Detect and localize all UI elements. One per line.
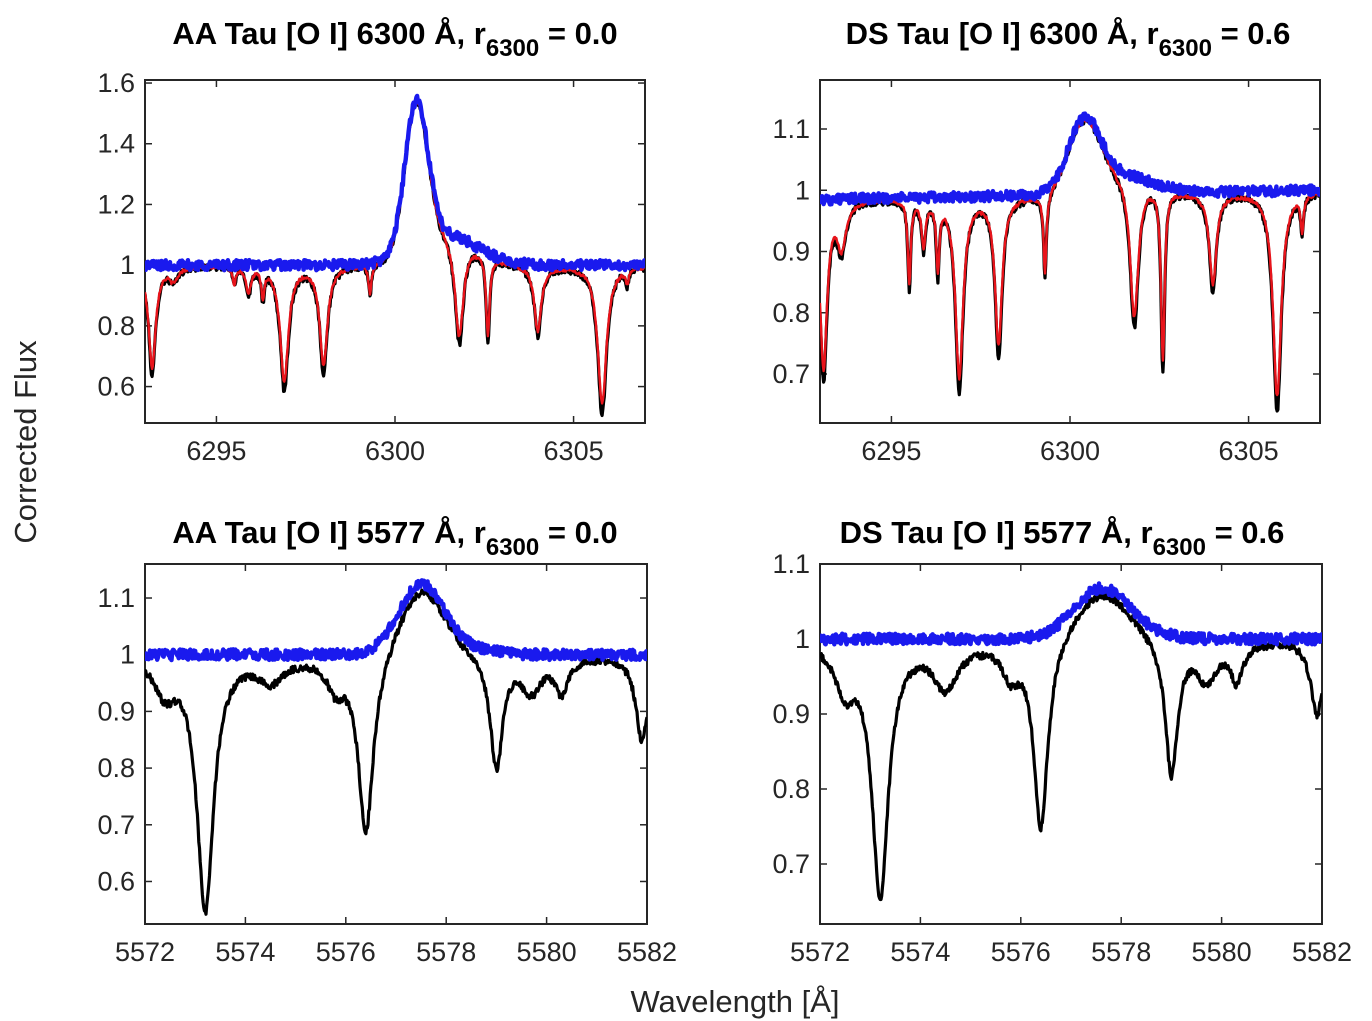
x-tick-label: 5572	[790, 937, 850, 967]
series-line-black	[145, 588, 647, 916]
series-line-black	[820, 591, 1322, 902]
series-line-black	[145, 98, 645, 418]
x-tick-label: 5578	[1091, 937, 1151, 967]
y-tick-label: 1.1	[772, 114, 810, 144]
y-tick-label: 0.8	[772, 774, 810, 804]
y-tick-label: 0.8	[772, 298, 810, 328]
axes-frame	[144, 563, 648, 925]
y-tick-label: 1	[795, 175, 810, 205]
panel-ds-tau-5577: DS Tau [O I] 5577 Å, r6300 = 0.6 5572 557…	[772, 515, 1352, 967]
y-tick-label: 1.1	[772, 549, 810, 579]
series-line-red	[145, 99, 645, 405]
y-tick-label: 0.8	[97, 753, 135, 783]
y-tick-label: 0.9	[97, 696, 135, 726]
x-tick-label: 5576	[316, 937, 376, 967]
series-line-red	[820, 117, 1320, 397]
y-tick-label: 1.4	[97, 129, 135, 159]
x-tick-label: 5582	[617, 937, 677, 967]
panel-aa-tau-5577: AA Tau [O I] 5577 Å, r6300 = 0.0 5572 557…	[97, 515, 677, 967]
axes-frame	[144, 79, 646, 424]
x-tick-label: 6295	[186, 436, 246, 466]
axes-frame	[819, 79, 1321, 424]
y-tick-label: 0.7	[772, 359, 810, 389]
y-tick-label: 0.8	[97, 311, 135, 341]
x-tick-label: 6305	[1219, 436, 1279, 466]
x-tick-label: 5580	[517, 937, 577, 967]
panel-title: AA Tau [O I] 5577 Å, r6300 = 0.0	[172, 515, 617, 561]
axes-frame	[819, 563, 1323, 925]
x-tick-label: 5580	[1192, 937, 1252, 967]
y-tick-label: 0.7	[97, 810, 135, 840]
y-tick-label: 1.1	[97, 583, 135, 613]
x-tick-label: 6300	[365, 436, 425, 466]
series-line-black	[820, 116, 1320, 413]
x-axis-label: Wavelength [Å]	[630, 984, 839, 1019]
series-line-blue	[145, 578, 647, 663]
x-tick-label: 5572	[115, 937, 175, 967]
y-tick-label: 0.6	[97, 866, 135, 896]
y-tick-label: 1	[795, 624, 810, 654]
x-tick-label: 5574	[215, 937, 275, 967]
y-tick-label: 0.7	[772, 849, 810, 879]
x-tick-label: 6300	[1040, 436, 1100, 466]
y-tick-label: 1.2	[97, 189, 135, 219]
panel-ds-tau-6300: DS Tau [O I] 6300 Å, r6300 = 0.6 6295 630…	[772, 16, 1321, 466]
y-tick-label: 0.6	[97, 372, 135, 402]
panel-title: DS Tau [O I] 6300 Å, r6300 = 0.6	[846, 16, 1291, 62]
series-line-blue	[820, 111, 1320, 207]
series-line-blue	[820, 581, 1322, 647]
y-tick-label: 0.9	[772, 699, 810, 729]
series-line-blue	[145, 93, 645, 273]
x-tick-label: 5582	[1292, 937, 1352, 967]
x-tick-label: 5574	[890, 937, 950, 967]
x-tick-label: 6305	[544, 436, 604, 466]
panel-title: DS Tau [O I] 5577 Å, r6300 = 0.6	[840, 515, 1285, 561]
y-axis-label: Corrected Flux	[8, 340, 43, 544]
x-tick-label: 5578	[416, 937, 476, 967]
y-tick-label: 1	[120, 640, 135, 670]
panel-title: AA Tau [O I] 6300 Å, r6300 = 0.0	[172, 16, 617, 62]
y-tick-label: 0.9	[772, 237, 810, 267]
y-tick-label: 1.6	[97, 68, 135, 98]
x-tick-label: 5576	[991, 937, 1051, 967]
panel-aa-tau-6300: AA Tau [O I] 6300 Å, r6300 = 0.0 6295 630…	[97, 16, 646, 466]
y-tick-label: 1	[120, 250, 135, 280]
x-tick-label: 6295	[861, 436, 921, 466]
